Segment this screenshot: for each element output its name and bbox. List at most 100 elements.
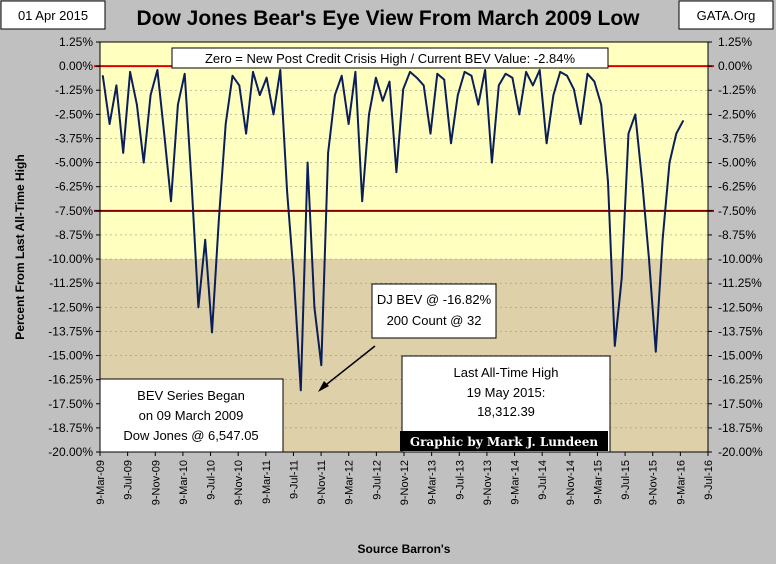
data-point bbox=[115, 84, 118, 87]
y-tick-label: -15.00% bbox=[48, 349, 93, 363]
data-point bbox=[381, 100, 384, 102]
series-group bbox=[101, 69, 684, 392]
y-tick-label: -2.50% bbox=[718, 107, 756, 121]
start-note-3: Dow Jones @ 6,547.05 bbox=[123, 428, 258, 443]
data-point bbox=[320, 364, 323, 367]
x-tick-label: 9-Jul-16 bbox=[703, 460, 715, 500]
y-tick-label: -10.00% bbox=[48, 252, 93, 266]
high-note-2: 19 May 2015: bbox=[467, 385, 546, 400]
data-point bbox=[559, 71, 561, 73]
x-tick-label: 9-Jul-15 bbox=[620, 460, 632, 500]
data-point bbox=[484, 69, 486, 71]
data-point bbox=[409, 71, 411, 73]
bev-box bbox=[371, 283, 497, 339]
y-tick-label: -12.50% bbox=[718, 300, 763, 314]
data-point bbox=[402, 88, 405, 91]
data-point bbox=[470, 75, 473, 77]
data-point bbox=[593, 80, 596, 83]
upper-region bbox=[100, 42, 708, 260]
data-point bbox=[102, 75, 104, 77]
data-point bbox=[422, 84, 425, 87]
data-point bbox=[545, 142, 548, 145]
x-tick-label: 9-Mar-15 bbox=[592, 460, 604, 505]
y-tick-label: -17.50% bbox=[718, 397, 763, 411]
y-tick-label: -11.25% bbox=[718, 276, 762, 290]
data-point bbox=[607, 181, 609, 183]
data-point bbox=[286, 190, 288, 193]
date-label: 01 Apr 2015 bbox=[18, 8, 88, 23]
data-point bbox=[375, 76, 377, 79]
y-tick-label: -17.50% bbox=[48, 397, 93, 411]
data-point bbox=[620, 277, 623, 280]
x-tick-label: 9-Mar-10 bbox=[178, 460, 190, 505]
data-point bbox=[525, 71, 527, 73]
y-tick-label: -16.25% bbox=[718, 373, 763, 387]
data-point bbox=[354, 71, 357, 73]
data-point bbox=[552, 94, 555, 96]
data-point bbox=[300, 389, 302, 392]
x-tick-label: 9-Mar-14 bbox=[510, 460, 522, 505]
high-note-3: 18,312.39 bbox=[477, 404, 535, 419]
data-point bbox=[675, 132, 678, 135]
x-tick-label: 9-Jul-11 bbox=[288, 460, 300, 499]
data-point bbox=[532, 84, 534, 87]
data-point bbox=[211, 331, 213, 334]
data-point bbox=[477, 103, 480, 106]
data-point bbox=[279, 69, 282, 71]
data-point bbox=[682, 120, 684, 122]
high-note-1: Last All-Time High bbox=[454, 365, 559, 380]
data-point bbox=[272, 113, 275, 116]
credit-label: Graphic by Mark J. Lundeen bbox=[410, 435, 599, 449]
data-point bbox=[668, 161, 671, 164]
date-box bbox=[0, 0, 106, 30]
y-tick-label: -7.50% bbox=[718, 204, 756, 218]
data-point bbox=[334, 94, 336, 96]
x-tick-label: 9-Mar-13 bbox=[427, 460, 439, 505]
top-note: Zero = New Post Credit Crisis High / Cur… bbox=[205, 51, 575, 66]
data-point bbox=[313, 306, 316, 309]
data-point bbox=[252, 71, 254, 73]
y-tick-label: -20.00% bbox=[48, 445, 93, 459]
y-tick-label: -6.25% bbox=[55, 180, 93, 194]
data-point bbox=[197, 306, 200, 309]
data-point bbox=[190, 181, 193, 183]
x-tick-label: 9-Jul-09 bbox=[123, 460, 135, 500]
y-tick-label: -8.75% bbox=[718, 228, 756, 242]
data-point bbox=[238, 84, 241, 87]
data-point bbox=[641, 181, 643, 183]
x-tick-label: 9-Jul-14 bbox=[537, 460, 549, 500]
data-point bbox=[498, 84, 500, 87]
data-point bbox=[368, 113, 370, 116]
data-point bbox=[579, 123, 582, 125]
data-point bbox=[163, 132, 165, 135]
y-tick-label: -7.50% bbox=[55, 204, 93, 218]
y-tick-label: -11.25% bbox=[49, 276, 93, 290]
y-tick-label: -2.50% bbox=[55, 107, 93, 121]
y-tick-label: -1.25% bbox=[718, 83, 756, 97]
x-tick-label: 9-Mar-16 bbox=[675, 460, 687, 505]
data-point bbox=[183, 73, 186, 75]
data-point bbox=[129, 71, 131, 73]
y-tick-label: 0.00% bbox=[59, 59, 93, 73]
y-tick-label: -13.75% bbox=[48, 324, 93, 338]
data-point bbox=[204, 239, 206, 241]
chart-title: Dow Jones Bear's Eye View From March 200… bbox=[137, 7, 641, 30]
data-point bbox=[573, 88, 575, 91]
data-point bbox=[388, 80, 391, 83]
data-point bbox=[457, 94, 459, 96]
x-tick-label: 9-Nov-15 bbox=[648, 460, 660, 505]
data-point bbox=[122, 152, 124, 154]
data-point bbox=[170, 200, 172, 202]
data-point bbox=[108, 123, 111, 125]
data-point bbox=[142, 161, 145, 164]
data-point bbox=[293, 277, 295, 280]
x-tick-label: 9-Nov-13 bbox=[482, 460, 494, 505]
y-tick-label: -12.50% bbox=[48, 300, 93, 314]
y-axis-title: Percent From Last All-Time High bbox=[13, 154, 27, 339]
y-tick-label: -1.25% bbox=[55, 83, 93, 97]
data-point bbox=[655, 350, 657, 353]
data-point bbox=[416, 76, 418, 79]
data-point bbox=[436, 73, 439, 75]
